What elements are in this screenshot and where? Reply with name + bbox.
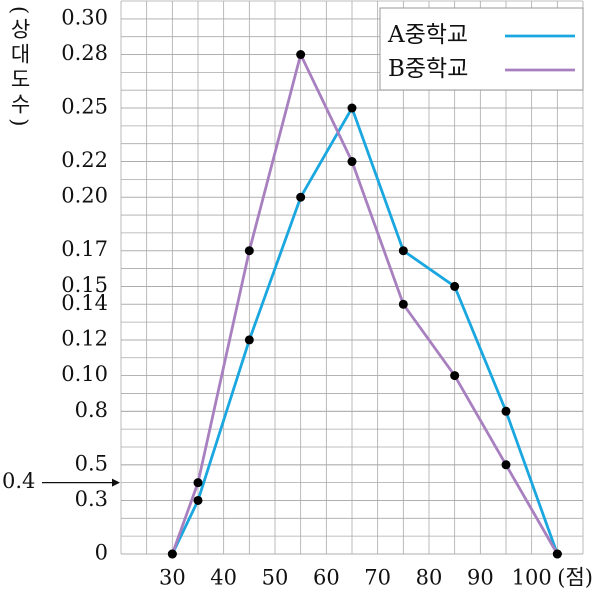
x-tick-label: 100 xyxy=(512,566,552,590)
y-tick-label: 0.25 xyxy=(61,95,108,119)
y-tick-label: 0 xyxy=(95,541,108,565)
data-point xyxy=(398,246,408,256)
y-tick-label: 0.28 xyxy=(61,41,108,65)
legend-label: A중학교 xyxy=(387,22,468,48)
data-point xyxy=(347,103,357,113)
data-point xyxy=(167,549,177,559)
data-point xyxy=(398,299,408,309)
x-tick-label: 90 xyxy=(467,566,494,590)
data-point xyxy=(244,335,254,345)
y-tick-label: 0.22 xyxy=(61,148,108,172)
y-axis-label: (상대도수) xyxy=(8,6,32,130)
y-tick-label: 0.15 xyxy=(61,273,108,297)
legend-box xyxy=(379,7,584,91)
x-tick-label: 60 xyxy=(313,566,340,590)
data-point xyxy=(552,549,562,559)
arrow-head xyxy=(112,478,120,487)
data-point xyxy=(193,478,203,488)
y-tick-label: 0.30 xyxy=(61,5,108,29)
y-tick-label: 0.12 xyxy=(61,326,108,350)
y-tick-label: 0.3 xyxy=(75,487,108,511)
x-tick-label: 80 xyxy=(416,566,443,590)
legend-label: B중학교 xyxy=(388,56,468,82)
annotation: 0.4 xyxy=(2,469,35,493)
x-tick-label: 30 xyxy=(159,566,186,590)
y-tick-label: 0.14 xyxy=(61,291,108,315)
data-point xyxy=(244,246,254,256)
series-line xyxy=(171,104,559,555)
data-point xyxy=(193,495,203,505)
y-tick-label: 0.20 xyxy=(61,184,108,208)
data-point xyxy=(450,371,460,381)
y-tick-label: 0.17 xyxy=(61,237,108,261)
y-tick-label: 0.8 xyxy=(75,398,108,422)
y-tick-label: 0.10 xyxy=(61,362,108,386)
x-tick-label: 70 xyxy=(364,566,391,590)
x-tick-label: 40 xyxy=(210,566,237,590)
data-point xyxy=(501,406,511,416)
data-point xyxy=(501,460,511,470)
data-point xyxy=(296,50,306,60)
x-tick-label: 50 xyxy=(262,566,289,590)
x-unit-label: (점) xyxy=(557,566,593,590)
data-point xyxy=(347,157,357,167)
data-point xyxy=(296,192,306,202)
y-tick-label: 0.5 xyxy=(75,451,108,475)
data-point xyxy=(450,281,460,291)
